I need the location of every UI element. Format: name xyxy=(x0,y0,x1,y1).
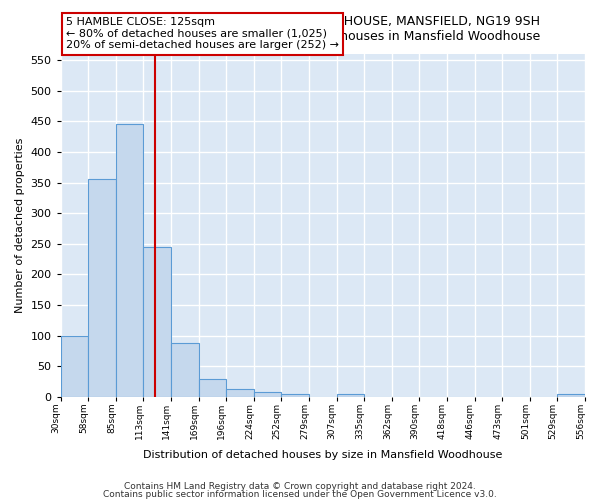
Bar xyxy=(281,394,309,397)
Text: 5 HAMBLE CLOSE: 125sqm
← 80% of detached houses are smaller (1,025)
20% of semi-: 5 HAMBLE CLOSE: 125sqm ← 80% of detached… xyxy=(66,18,339,50)
X-axis label: Distribution of detached houses by size in Mansfield Woodhouse: Distribution of detached houses by size … xyxy=(143,450,503,460)
Bar xyxy=(337,394,364,397)
Bar xyxy=(143,247,171,397)
Bar xyxy=(226,389,254,397)
Bar xyxy=(88,180,116,397)
Title: 5, HAMBLE CLOSE, MANSFIELD WOODHOUSE, MANSFIELD, NG19 9SH
Size of property relat: 5, HAMBLE CLOSE, MANSFIELD WOODHOUSE, MA… xyxy=(106,15,541,43)
Bar xyxy=(61,336,88,397)
Bar xyxy=(116,124,143,397)
Bar xyxy=(254,392,281,397)
Text: Contains HM Land Registry data © Crown copyright and database right 2024.: Contains HM Land Registry data © Crown c… xyxy=(124,482,476,491)
Bar xyxy=(557,394,585,397)
Bar xyxy=(171,343,199,397)
Text: Contains public sector information licensed under the Open Government Licence v3: Contains public sector information licen… xyxy=(103,490,497,499)
Bar xyxy=(199,378,226,397)
Y-axis label: Number of detached properties: Number of detached properties xyxy=(15,138,25,313)
